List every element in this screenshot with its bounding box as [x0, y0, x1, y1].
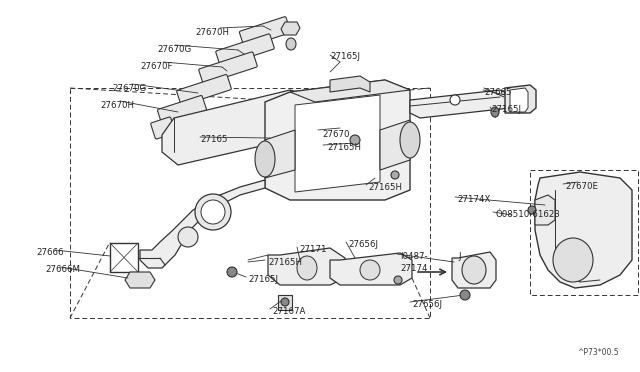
Polygon shape	[535, 172, 632, 288]
Text: 27666M: 27666M	[45, 265, 80, 274]
Polygon shape	[265, 130, 295, 178]
Polygon shape	[330, 76, 370, 92]
Text: J: J	[458, 252, 461, 261]
Text: 27666: 27666	[36, 248, 63, 257]
Text: 27165J: 27165J	[248, 275, 278, 284]
Ellipse shape	[491, 107, 499, 117]
Ellipse shape	[400, 122, 420, 158]
Text: 27165H: 27165H	[368, 183, 402, 192]
Text: I0487-: I0487-	[400, 252, 428, 261]
Ellipse shape	[360, 260, 380, 280]
FancyBboxPatch shape	[157, 96, 207, 125]
FancyBboxPatch shape	[216, 34, 274, 66]
Polygon shape	[290, 80, 410, 102]
Text: 27670: 27670	[322, 130, 349, 139]
Text: 27670H: 27670H	[195, 28, 229, 37]
Ellipse shape	[297, 256, 317, 280]
Text: 27165H: 27165H	[327, 143, 361, 152]
Polygon shape	[110, 243, 138, 272]
Text: 27174X: 27174X	[457, 195, 490, 204]
Ellipse shape	[195, 194, 231, 230]
Ellipse shape	[462, 256, 486, 284]
Polygon shape	[410, 90, 510, 118]
Ellipse shape	[178, 227, 198, 247]
Ellipse shape	[350, 135, 360, 145]
Text: 27174: 27174	[400, 264, 428, 273]
Text: 27171: 27171	[299, 245, 326, 254]
Text: 27167A: 27167A	[272, 307, 305, 316]
Polygon shape	[295, 95, 380, 192]
Polygon shape	[452, 252, 496, 288]
Polygon shape	[380, 120, 410, 170]
Ellipse shape	[227, 267, 237, 277]
Ellipse shape	[391, 171, 399, 179]
Ellipse shape	[460, 290, 470, 300]
Text: 27656J: 27656J	[348, 240, 378, 249]
Text: ^P73*00.5: ^P73*00.5	[577, 348, 619, 357]
Text: 27165H: 27165H	[268, 258, 302, 267]
Text: 27165J: 27165J	[330, 52, 360, 61]
Text: 27656J: 27656J	[412, 300, 442, 309]
Ellipse shape	[394, 276, 402, 284]
Polygon shape	[281, 22, 300, 35]
Polygon shape	[265, 80, 410, 200]
Text: 27165: 27165	[200, 135, 227, 144]
FancyBboxPatch shape	[239, 17, 291, 47]
Text: 27670G: 27670G	[112, 84, 147, 93]
Polygon shape	[162, 90, 310, 165]
FancyBboxPatch shape	[199, 52, 257, 84]
Ellipse shape	[528, 206, 536, 214]
Text: 27670H: 27670H	[100, 101, 134, 110]
Ellipse shape	[281, 298, 289, 306]
FancyBboxPatch shape	[151, 117, 175, 139]
Polygon shape	[330, 253, 412, 285]
Ellipse shape	[450, 95, 460, 105]
Ellipse shape	[286, 38, 296, 50]
Text: 27665: 27665	[484, 88, 511, 97]
Ellipse shape	[553, 238, 593, 282]
Text: Ó08510-61623: Ó08510-61623	[496, 210, 561, 219]
Ellipse shape	[255, 141, 275, 177]
Polygon shape	[268, 248, 345, 285]
Polygon shape	[125, 272, 155, 288]
Text: 27670F: 27670F	[140, 62, 173, 71]
Polygon shape	[510, 88, 528, 112]
Polygon shape	[535, 195, 555, 225]
Polygon shape	[505, 85, 536, 113]
Text: 27670E: 27670E	[565, 182, 598, 191]
Ellipse shape	[201, 200, 225, 224]
Polygon shape	[140, 180, 265, 268]
Text: 27670G: 27670G	[157, 45, 191, 54]
Polygon shape	[278, 295, 292, 310]
FancyBboxPatch shape	[177, 74, 231, 105]
Text: 27165J: 27165J	[491, 105, 521, 114]
